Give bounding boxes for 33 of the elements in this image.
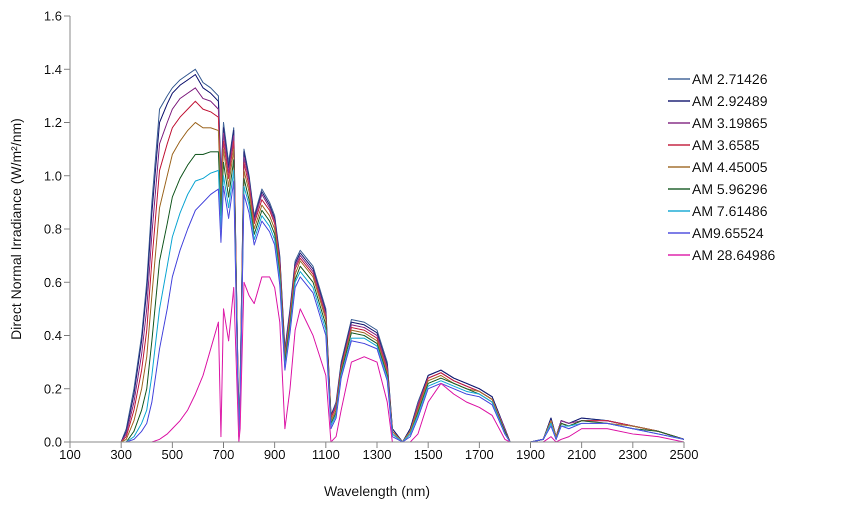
x-tick-label: 2300 xyxy=(618,447,648,462)
x-tick-label: 1900 xyxy=(516,447,545,462)
legend-label: AM 3.6585 xyxy=(692,137,760,153)
y-tick-label: 0.2 xyxy=(44,381,62,396)
x-tick-label: 100 xyxy=(59,447,81,462)
x-tick-label: 1500 xyxy=(414,447,443,462)
x-tick-label: 500 xyxy=(161,447,184,462)
legend-label: AM 5.96296 xyxy=(692,181,768,197)
legend-label: AM 3.19865 xyxy=(692,115,768,131)
legend-label: AM 2.71426 xyxy=(692,71,768,87)
y-axis-title: Direct Normal Irradiance (W/m²/nm) xyxy=(8,118,24,340)
y-tick-label: 0.4 xyxy=(44,328,62,344)
x-axis-title: Wavelength (nm) xyxy=(324,483,430,499)
x-tick-label: 1300 xyxy=(362,447,392,462)
legend-label: AM 4.45005 xyxy=(692,159,768,175)
legend-label: AM9.65524 xyxy=(692,225,764,241)
x-tick-label: 2100 xyxy=(567,447,596,462)
x-tick-label: 700 xyxy=(212,447,234,462)
legend-label: AM 2.92489 xyxy=(692,93,768,109)
legend-label: AM 7.61486 xyxy=(692,203,768,219)
y-tick-label: 1.2 xyxy=(44,115,62,130)
x-tick-label: 1100 xyxy=(312,447,340,462)
y-tick-label: 0.0 xyxy=(44,434,62,450)
x-tick-label: 300 xyxy=(110,447,132,462)
y-tick-label: 1.6 xyxy=(44,8,62,24)
y-tick-label: 0.6 xyxy=(44,274,62,290)
y-tick-label: 1.0 xyxy=(44,168,62,184)
legend-label: AM 28.64986 xyxy=(692,247,776,263)
y-tick-label: 1.4 xyxy=(44,62,62,77)
x-tick-label: 900 xyxy=(264,447,286,462)
x-tick-label: 2500 xyxy=(670,447,698,462)
y-tick-label: 0.8 xyxy=(44,222,62,237)
x-tick-label: 1700 xyxy=(464,447,494,462)
